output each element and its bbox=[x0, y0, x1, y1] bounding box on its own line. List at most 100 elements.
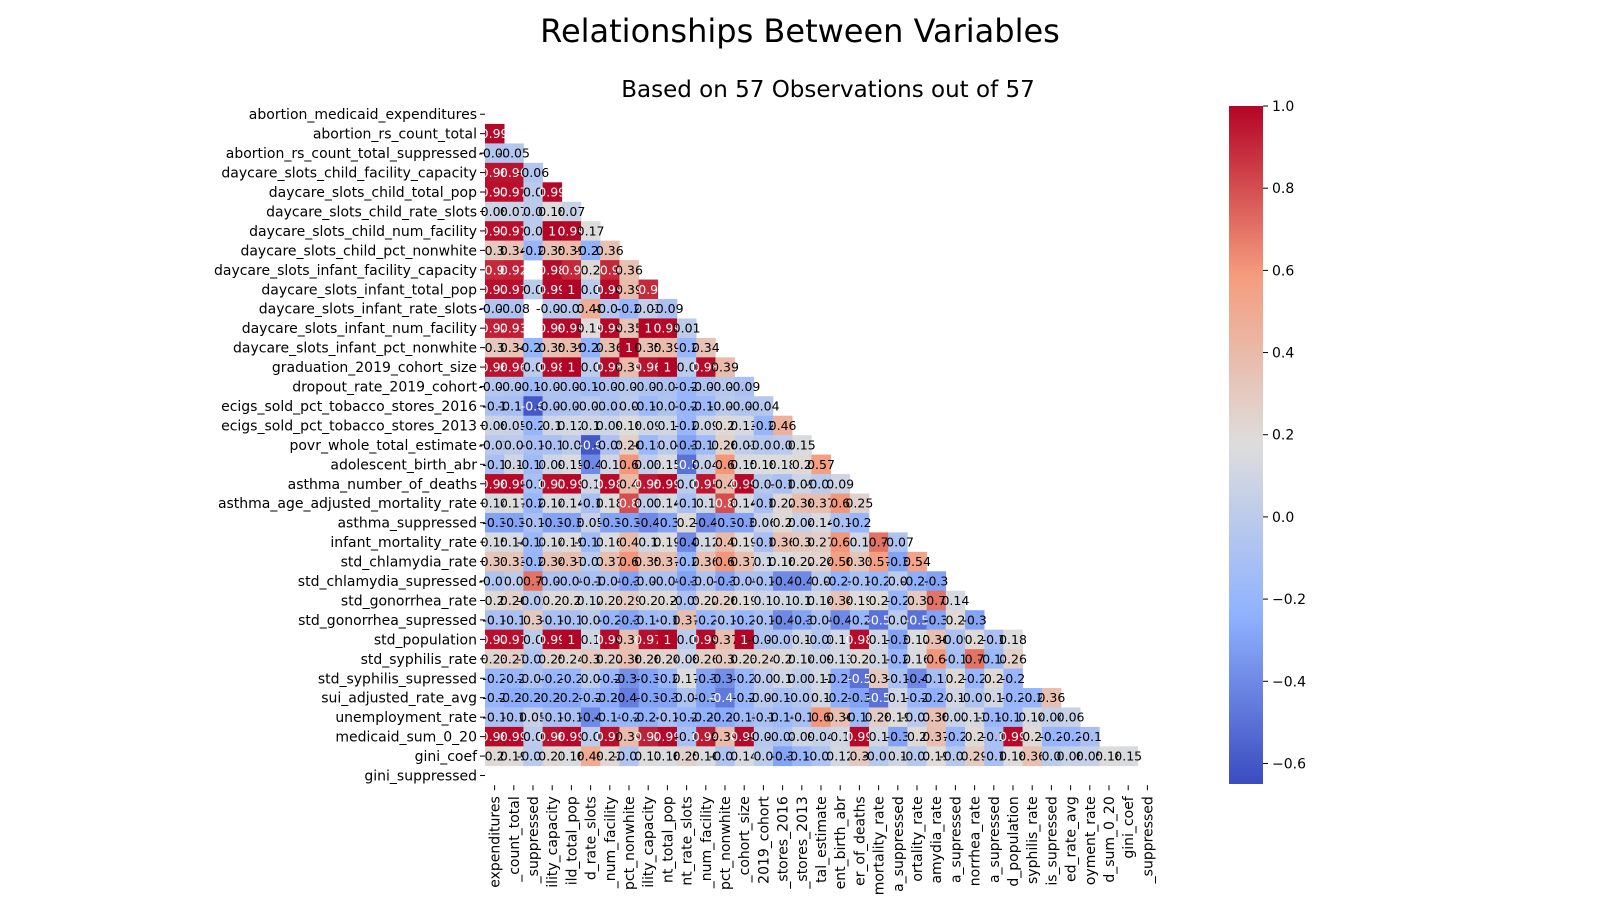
cell-annotation: 0.39 bbox=[653, 340, 681, 355]
heatmap-cell bbox=[657, 474, 678, 494]
cell-annotation: 0.95 bbox=[692, 476, 720, 491]
heatmap-cell bbox=[1003, 629, 1023, 650]
heatmap-cell bbox=[945, 726, 966, 747]
heatmap-cell bbox=[600, 532, 620, 553]
heatmap-cell bbox=[542, 318, 563, 339]
heatmap-cell bbox=[715, 707, 735, 728]
y-tick-label: daycare_slots_infant_num_facility bbox=[242, 321, 477, 337]
heatmap-cell bbox=[1003, 726, 1023, 747]
cell-annotation: -0.1 bbox=[751, 710, 775, 725]
heatmap-cell bbox=[792, 590, 812, 611]
heatmap-cell bbox=[542, 707, 563, 728]
cell-annotation: -0.26 bbox=[498, 690, 530, 705]
heatmap-cell bbox=[504, 415, 524, 436]
heatmap-cell bbox=[773, 707, 793, 728]
heatmap-cell bbox=[945, 610, 966, 630]
heatmap-cell bbox=[523, 551, 543, 572]
y-tick-label: gini_suppressed bbox=[364, 769, 477, 785]
cell-annotation: 0.99 bbox=[845, 729, 873, 744]
cell-annotation: 0.16 bbox=[903, 651, 931, 666]
heatmap-cell bbox=[657, 707, 678, 728]
cell-annotation: 0.99 bbox=[999, 729, 1027, 744]
cell-annotation: 0.97 bbox=[481, 223, 509, 238]
heatmap-cell bbox=[542, 610, 563, 630]
cell-annotation: 0.2 bbox=[638, 593, 658, 608]
cell-annotation: -0.1 bbox=[790, 710, 814, 725]
heatmap-cell bbox=[677, 668, 697, 689]
heatmap-cell bbox=[657, 454, 678, 475]
cell-annotation: 0.99 bbox=[557, 223, 585, 238]
heatmap-cell bbox=[869, 551, 889, 572]
heatmap-cell bbox=[677, 337, 697, 358]
cell-annotation: 0.14 bbox=[538, 496, 566, 511]
heatmap-cell bbox=[773, 649, 793, 669]
heatmap-cell bbox=[561, 532, 582, 553]
cell-annotation: 0.98 bbox=[692, 360, 720, 375]
cell-annotation: 0.97 bbox=[481, 632, 509, 647]
cell-annotation: 0.19 bbox=[922, 749, 950, 764]
heatmap-cell bbox=[677, 551, 697, 572]
cell-annotation: -0.08 bbox=[651, 379, 683, 394]
cell-annotation: -0.2 bbox=[674, 554, 698, 569]
heatmap-cell bbox=[792, 707, 812, 728]
heatmap-cell bbox=[561, 707, 582, 728]
cell-annotation: 0.37 bbox=[615, 632, 643, 647]
heatmap-cell bbox=[734, 668, 755, 689]
heatmap-cell bbox=[1022, 726, 1043, 747]
cell-annotation: -0.2 bbox=[1001, 671, 1025, 686]
cell-annotation: -0.3 bbox=[732, 515, 756, 530]
cell-annotation: 0.18 bbox=[749, 457, 777, 472]
heatmap-cell bbox=[523, 610, 543, 630]
cell-annotation: -0.1 bbox=[982, 632, 1006, 647]
heatmap-cell bbox=[581, 746, 601, 767]
cell-annotation: -0.2 bbox=[1039, 729, 1063, 744]
heatmap-cell bbox=[581, 240, 601, 261]
heatmap-cell bbox=[869, 629, 889, 650]
cell-annotation: 0.3 bbox=[907, 593, 927, 608]
cell-annotation: -0.1 bbox=[751, 535, 775, 550]
cell-annotation: -0.4 bbox=[578, 710, 602, 725]
cell-annotation: 0.0 bbox=[619, 398, 639, 413]
cell-annotation: 0.03 bbox=[634, 301, 662, 316]
cell-annotation: -0.19 bbox=[786, 749, 818, 764]
cell-annotation: -0.3 bbox=[886, 729, 910, 744]
cell-annotation: -0.4 bbox=[674, 535, 698, 550]
cell-annotation: -0.28 bbox=[555, 690, 587, 705]
cell-annotation: -0.3 bbox=[655, 690, 679, 705]
cell-annotation: 0.35 bbox=[634, 554, 662, 569]
heatmap-cell bbox=[907, 571, 927, 592]
heatmap-cell bbox=[561, 512, 582, 533]
cell-annotation: 0.97 bbox=[481, 282, 509, 297]
heatmap-cell bbox=[792, 551, 812, 572]
cell-annotation: 0.1 bbox=[696, 496, 716, 511]
heatmap-cell bbox=[542, 299, 563, 319]
heatmap-cell bbox=[523, 512, 543, 533]
heatmap-cell bbox=[485, 551, 505, 572]
heatmap-cell bbox=[523, 707, 543, 728]
heatmap-cell bbox=[542, 376, 563, 397]
cell-annotation: 0.57 bbox=[865, 554, 893, 569]
cell-annotation: 0.09 bbox=[692, 418, 720, 433]
heatmap-cell bbox=[926, 590, 947, 611]
cell-annotation: 0.99 bbox=[596, 282, 624, 297]
cell-annotation: -0.1 bbox=[482, 612, 506, 627]
heatmap-cell bbox=[600, 435, 620, 455]
heatmap-cell bbox=[561, 376, 582, 397]
heatmap-cell bbox=[581, 649, 601, 669]
cell-annotation: 0.48 bbox=[577, 301, 605, 316]
heatmap-cell bbox=[638, 532, 659, 553]
heatmap-cell bbox=[657, 532, 678, 553]
heatmap-cell bbox=[638, 746, 659, 767]
heatmap-cell bbox=[523, 571, 543, 592]
heatmap-cell bbox=[600, 493, 620, 514]
cell-annotation: 0.08 bbox=[481, 204, 509, 219]
heatmap-cell bbox=[773, 746, 793, 767]
heatmap-cell bbox=[792, 474, 812, 494]
cell-annotation: -0.15 bbox=[690, 437, 722, 452]
cell-annotation: -0.03 bbox=[555, 301, 587, 316]
cell-annotation: 0.2 bbox=[542, 593, 562, 608]
heatmap-cell bbox=[485, 532, 505, 553]
heatmap-cell bbox=[696, 337, 716, 358]
heatmap-cell bbox=[773, 532, 793, 553]
heatmap-cell bbox=[619, 493, 639, 514]
